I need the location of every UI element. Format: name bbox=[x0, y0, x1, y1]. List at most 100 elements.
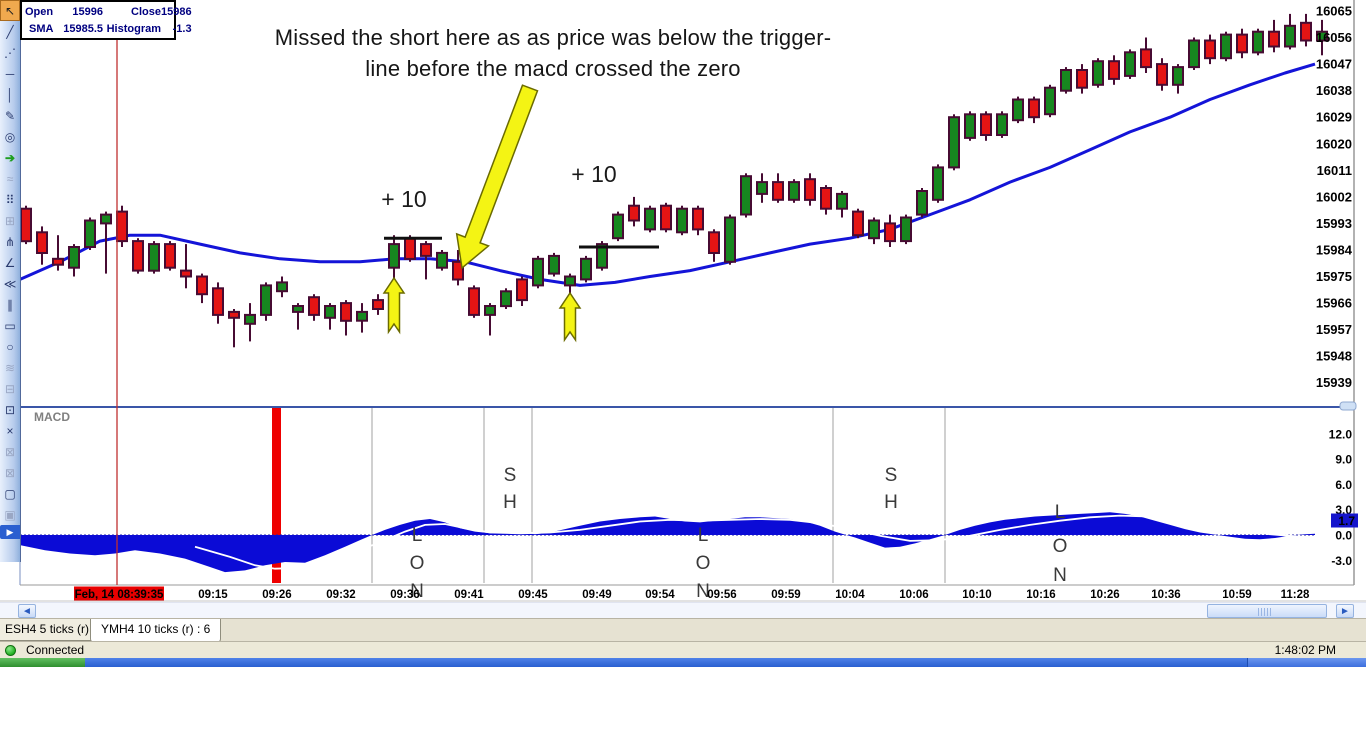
yellow-up-arrow bbox=[382, 276, 406, 335]
tab-ymh4[interactable]: YMH4 10 ticks (r) : 6 bbox=[90, 619, 222, 643]
splitter-grip bbox=[1339, 401, 1357, 411]
svg-text:N: N bbox=[410, 581, 424, 602]
toolbar-expand-button[interactable]: ▶ bbox=[0, 525, 20, 539]
svg-text:10:26: 10:26 bbox=[1090, 589, 1119, 601]
extended-line-tool[interactable]: ∥ bbox=[7, 297, 13, 312]
svg-text:11:28: 11:28 bbox=[1281, 589, 1310, 601]
horizontal-line-tool[interactable]: ─ bbox=[5, 66, 15, 81]
svg-text:-3.0: -3.0 bbox=[1331, 554, 1352, 568]
svg-text:16002: 16002 bbox=[1316, 189, 1352, 204]
sma-value: 15985.5 bbox=[63, 22, 103, 35]
time-axis: Feb, 14 08:39:35 09:15 09:26 09:32 09:36 09:4… bbox=[74, 586, 1310, 601]
status-clock: 1:48:02 PM bbox=[1274, 643, 1336, 657]
close-value: 15986 bbox=[161, 5, 192, 18]
svg-text:16029: 16029 bbox=[1316, 110, 1352, 125]
taskbar-tray-fragment bbox=[1247, 658, 1366, 667]
text-note-tool[interactable]: ✎ bbox=[4, 108, 16, 123]
svg-text:10:36: 10:36 bbox=[1151, 589, 1180, 601]
macd-current-value-badge bbox=[1331, 513, 1358, 528]
svg-text:L: L bbox=[412, 525, 423, 546]
pointer-snap-tool[interactable]: ⊞ bbox=[4, 213, 16, 228]
chart-tab-bar: ESH4 5 ticks (r) : 3 YMH4 10 ticks (r) :… bbox=[0, 618, 1366, 643]
parallel-lines-tool[interactable]: ⋰ bbox=[4, 45, 16, 60]
histogram-value: -1.3 bbox=[172, 22, 192, 35]
annotation-line-2: line before the macd crossed the zero bbox=[365, 56, 741, 81]
taskbar-start-fragment[interactable] bbox=[0, 658, 85, 667]
svg-text:12.0: 12.0 bbox=[1329, 427, 1353, 441]
svg-text:15939: 15939 bbox=[1316, 375, 1352, 390]
rectangle-tool[interactable]: ▭ bbox=[4, 318, 16, 333]
svg-text:Feb, 14 08:39:35: Feb, 14 08:39:35 bbox=[75, 589, 164, 601]
trendline-tool[interactable]: ╱ bbox=[6, 24, 14, 39]
session-divider-lines bbox=[371, 408, 946, 583]
copy-style-tool[interactable]: ⊠ bbox=[4, 465, 16, 480]
svg-text:L: L bbox=[1055, 502, 1066, 523]
annotation-note: Missed the short here as as price was be… bbox=[208, 22, 898, 84]
histogram-label: Histogram bbox=[106, 22, 161, 35]
vertical-line-tool[interactable]: │ bbox=[6, 87, 14, 102]
svg-text:16038: 16038 bbox=[1316, 83, 1352, 98]
svg-text:N: N bbox=[696, 581, 710, 602]
delete-drawing-tool[interactable]: × bbox=[6, 423, 14, 438]
scroll-right-button[interactable]: ► bbox=[1336, 604, 1354, 618]
open-label: Open bbox=[25, 5, 54, 18]
svg-text:09:32: 09:32 bbox=[326, 589, 355, 601]
svg-text:15993: 15993 bbox=[1316, 216, 1352, 231]
callout-tool[interactable]: ◎ bbox=[4, 129, 16, 144]
big-yellow-arrow bbox=[455, 84, 539, 270]
taskbar-sliver bbox=[0, 658, 1366, 667]
svg-text:10:10: 10:10 bbox=[962, 589, 991, 601]
svg-text:09:49: 09:49 bbox=[582, 589, 611, 601]
retracement-tool[interactable]: ≪ bbox=[3, 276, 17, 291]
taskbar-body-fragment bbox=[85, 658, 1247, 667]
horizontal-scrollbar[interactable]: ◄ ► bbox=[0, 602, 1366, 619]
svg-text:H: H bbox=[503, 492, 517, 513]
svg-text:09:15: 09:15 bbox=[198, 589, 228, 601]
arrow-marker-tool[interactable]: ➔ bbox=[4, 150, 16, 165]
svg-text:9.0: 9.0 bbox=[1335, 453, 1352, 467]
svg-text:09:54: 09:54 bbox=[645, 589, 675, 601]
drawing-toolbar: ↖ ╱ ⋰ ─ │ ✎ ◎ ➔ ≈ ⠿ ⊞ ⋔ ∠ ≪ ∥ ▭ ○ ≋ ⊟ ⊡ × ⊠ ⊠ ▢ ▣ ▶ bbox=[0, 0, 21, 562]
fan-lines-tool[interactable]: ⋔ bbox=[4, 234, 16, 249]
ellipse-tool[interactable]: ○ bbox=[6, 339, 14, 354]
svg-text:S: S bbox=[504, 465, 517, 486]
profit-labels: + 10 + 10 bbox=[381, 161, 616, 212]
scroll-left-button[interactable]: ◄ bbox=[18, 604, 36, 618]
svg-text:15975: 15975 bbox=[1316, 269, 1352, 284]
svg-text:15948: 15948 bbox=[1316, 349, 1352, 364]
yellow-up-arrow bbox=[558, 291, 582, 343]
svg-text:16020: 16020 bbox=[1316, 136, 1352, 151]
svg-text:09:59: 09:59 bbox=[771, 589, 800, 601]
freehand-line-tool[interactable]: ≈ bbox=[6, 171, 14, 186]
scrollbar-thumb[interactable] bbox=[1207, 604, 1327, 618]
svg-text:S: S bbox=[885, 465, 898, 486]
grid-tool[interactable]: ⠿ bbox=[5, 192, 15, 207]
panel-back-tool[interactable]: ⊟ bbox=[4, 381, 16, 396]
connection-led-icon bbox=[5, 645, 16, 656]
panel-settings-tool[interactable]: ⊡ bbox=[4, 402, 16, 417]
svg-text:10:59: 10:59 bbox=[1222, 589, 1251, 601]
pointer-tool[interactable]: ↖ bbox=[0, 0, 20, 21]
svg-text:10:06: 10:06 bbox=[899, 589, 928, 601]
tab-esh4[interactable]: ESH4 5 ticks (r) : 3 bbox=[0, 619, 117, 641]
region-select-tool[interactable]: ▢ bbox=[4, 486, 16, 501]
svg-text:O: O bbox=[410, 553, 425, 574]
duplicate-tool[interactable]: ⊠ bbox=[4, 444, 16, 459]
svg-text:O: O bbox=[696, 553, 711, 574]
entry-trigger-lines bbox=[384, 236, 659, 249]
svg-text:09:56: 09:56 bbox=[707, 589, 736, 601]
svg-text:09:45: 09:45 bbox=[518, 589, 548, 601]
svg-text:09:36: 09:36 bbox=[390, 589, 419, 601]
connection-status: Connected bbox=[26, 643, 85, 657]
svg-text:L: L bbox=[698, 525, 709, 546]
wave-tool[interactable]: ≋ bbox=[4, 360, 16, 375]
lock-drawings-tool[interactable]: ▣ bbox=[4, 507, 16, 522]
angle-tool[interactable]: ∠ bbox=[4, 255, 16, 270]
highlighted-time-cell bbox=[74, 586, 164, 601]
price-axis: 16065 16056 16047 16038 16029 16020 16011 16002… bbox=[1316, 4, 1353, 391]
close-label: Close bbox=[131, 5, 161, 18]
svg-text:10:16: 10:16 bbox=[1026, 589, 1055, 601]
svg-text:H: H bbox=[884, 492, 898, 513]
status-bar: Connected 1:48:02 PM bbox=[0, 641, 1366, 659]
